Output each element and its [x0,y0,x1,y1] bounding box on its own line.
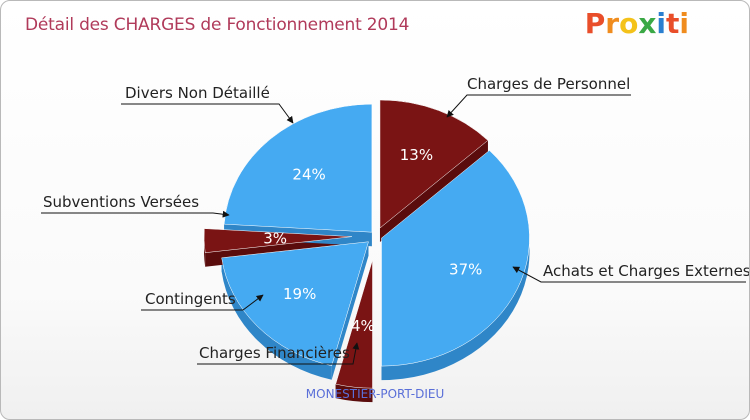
slice-percent-label: 3% [263,230,287,248]
logo-letter: t [666,7,680,40]
slice-percent-label: 4% [351,317,375,335]
slice-percent-label: 13% [400,146,433,164]
pie-slice-wall [379,140,488,243]
pie-slice [381,150,530,367]
logo-letter: o [619,7,639,40]
logo-letter: x [638,7,657,40]
logo-letter: P [584,7,606,40]
category-label: Contingents [145,290,236,308]
leader-line [141,294,264,311]
chart-title: Détail des CHARGES de Fonctionnement 201… [25,15,410,35]
category-label: Charges de Personnel [467,75,630,93]
pie-slice [335,260,373,389]
slice-percent-label: 24% [292,165,325,183]
category-label: Divers Non Détaillé [125,84,270,102]
logo-letter: i [656,7,666,40]
commune-name: MONESTIER-PORT-DIEU [305,387,445,401]
category-label: Charges Financières [199,344,350,362]
pie-slice [203,228,353,253]
pie-slice [221,241,369,367]
slice-percent-label: 37% [449,261,482,279]
pie-slice [223,103,373,233]
leader-line [446,94,631,118]
pie-slice-wall [331,241,369,380]
leader-line [41,210,230,218]
leader-line [197,342,360,365]
pie-slice-side [335,384,373,403]
pie-slice-side [221,257,332,380]
slice-percent-label: 19% [283,285,316,303]
pie-slice [379,99,489,229]
proxiti-logo: Proxiti [585,7,689,40]
leader-line [512,266,746,283]
category-label: Achats et Charges Externes [543,262,750,280]
logo-letter: r [605,7,620,40]
logo-letter: i [679,7,689,40]
category-label: Subventions Versées [43,193,199,211]
leader-line [121,103,294,124]
